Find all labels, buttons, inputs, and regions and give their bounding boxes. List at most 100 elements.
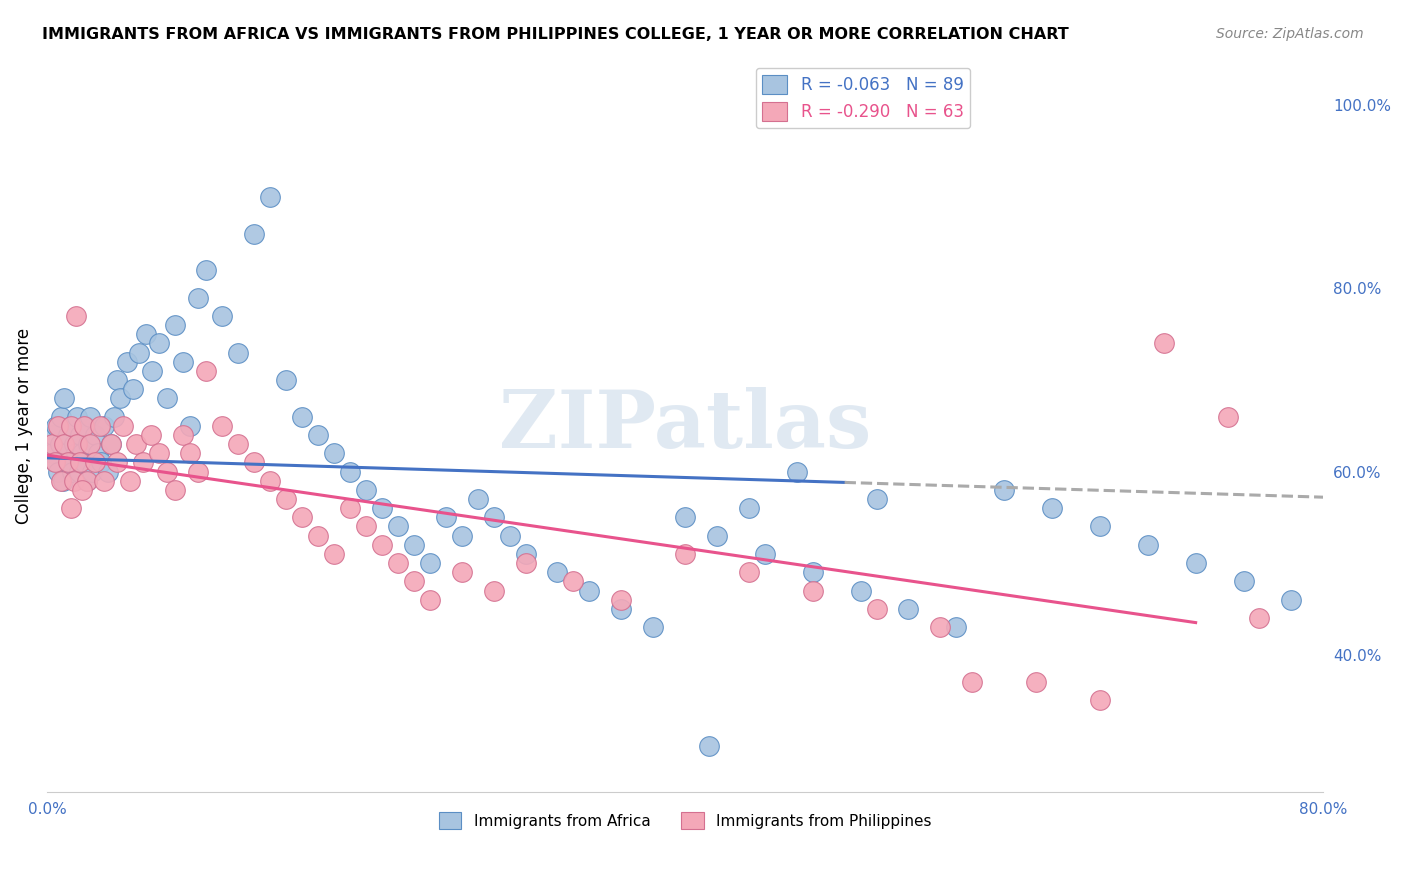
- Point: [482, 583, 505, 598]
- Point: [187, 291, 209, 305]
- Text: Source: ZipAtlas.com: Source: ZipAtlas.com: [1216, 27, 1364, 41]
- Point: [44, 455, 66, 469]
- Point: [339, 465, 361, 479]
- Point: [100, 437, 122, 451]
- Point: [45, 418, 67, 433]
- Point: [1153, 336, 1175, 351]
- Point: [77, 437, 100, 451]
- Point: [482, 510, 505, 524]
- Point: [70, 483, 93, 497]
- Point: [211, 309, 233, 323]
- Point: [354, 483, 377, 497]
- Point: [172, 354, 194, 368]
- Point: [610, 602, 633, 616]
- Point: [738, 501, 761, 516]
- Point: [228, 345, 250, 359]
- Point: [65, 446, 87, 460]
- Point: [148, 446, 170, 460]
- Point: [76, 474, 98, 488]
- Point: [801, 566, 824, 580]
- Text: IMMIGRANTS FROM AFRICA VS IMMIGRANTS FROM PHILIPPINES COLLEGE, 1 YEAR OR MORE CO: IMMIGRANTS FROM AFRICA VS IMMIGRANTS FRO…: [42, 27, 1069, 42]
- Point: [402, 574, 425, 589]
- Point: [993, 483, 1015, 497]
- Point: [706, 528, 728, 542]
- Point: [673, 510, 696, 524]
- Point: [67, 465, 90, 479]
- Point: [42, 428, 65, 442]
- Point: [76, 474, 98, 488]
- Point: [195, 263, 218, 277]
- Point: [1088, 693, 1111, 707]
- Point: [643, 620, 665, 634]
- Point: [66, 409, 89, 424]
- Point: [546, 566, 568, 580]
- Point: [131, 455, 153, 469]
- Point: [51, 474, 73, 488]
- Point: [195, 364, 218, 378]
- Point: [135, 327, 157, 342]
- Point: [419, 556, 441, 570]
- Text: ZIPatlas: ZIPatlas: [499, 387, 872, 465]
- Point: [371, 538, 394, 552]
- Point: [75, 418, 97, 433]
- Point: [55, 446, 77, 460]
- Point: [163, 483, 186, 497]
- Point: [56, 455, 79, 469]
- Point: [125, 437, 148, 451]
- Point: [738, 566, 761, 580]
- Point: [63, 474, 86, 488]
- Point: [58, 455, 80, 469]
- Point: [801, 583, 824, 598]
- Point: [673, 547, 696, 561]
- Point: [79, 409, 101, 424]
- Point: [93, 474, 115, 488]
- Point: [1025, 675, 1047, 690]
- Point: [59, 501, 82, 516]
- Point: [80, 465, 103, 479]
- Point: [103, 409, 125, 424]
- Point: [849, 583, 872, 598]
- Point: [610, 592, 633, 607]
- Point: [897, 602, 920, 616]
- Point: [163, 318, 186, 332]
- Point: [323, 446, 346, 460]
- Point: [276, 373, 298, 387]
- Point: [155, 392, 177, 406]
- Point: [141, 364, 163, 378]
- Point: [865, 602, 887, 616]
- Point: [307, 428, 329, 442]
- Point: [228, 437, 250, 451]
- Point: [139, 428, 162, 442]
- Point: [371, 501, 394, 516]
- Point: [72, 418, 94, 433]
- Point: [65, 309, 87, 323]
- Point: [115, 354, 138, 368]
- Point: [87, 446, 110, 460]
- Point: [48, 437, 70, 451]
- Point: [89, 418, 111, 433]
- Point: [291, 510, 314, 524]
- Point: [179, 418, 201, 433]
- Point: [962, 675, 984, 690]
- Point: [155, 465, 177, 479]
- Point: [93, 418, 115, 433]
- Point: [339, 501, 361, 516]
- Point: [100, 437, 122, 451]
- Point: [53, 392, 76, 406]
- Point: [105, 373, 128, 387]
- Point: [187, 465, 209, 479]
- Point: [243, 455, 266, 469]
- Point: [259, 474, 281, 488]
- Point: [578, 583, 600, 598]
- Legend: Immigrants from Africa, Immigrants from Philippines: Immigrants from Africa, Immigrants from …: [433, 805, 938, 836]
- Point: [62, 465, 84, 479]
- Point: [1136, 538, 1159, 552]
- Point: [46, 465, 69, 479]
- Point: [70, 446, 93, 460]
- Point: [52, 474, 75, 488]
- Point: [402, 538, 425, 552]
- Point: [786, 465, 808, 479]
- Point: [112, 418, 135, 433]
- Point: [46, 418, 69, 433]
- Point: [697, 739, 720, 754]
